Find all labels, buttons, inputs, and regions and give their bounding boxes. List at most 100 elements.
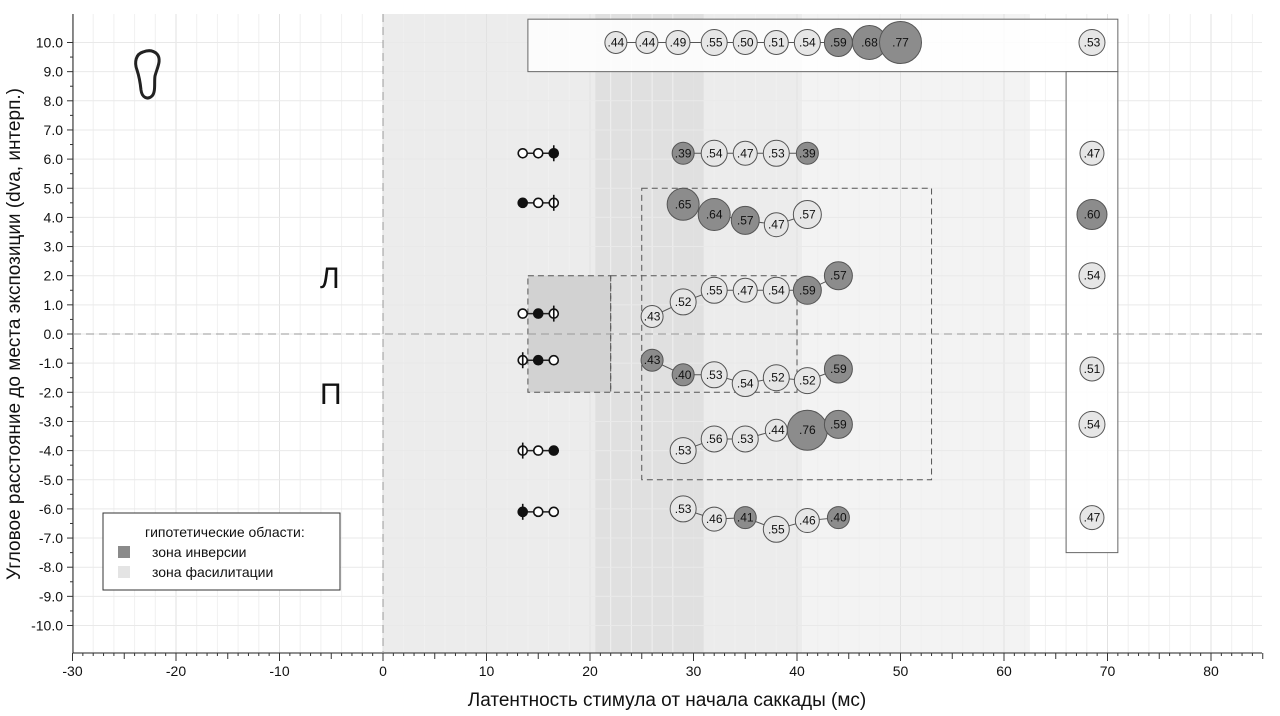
bubble-inversion (823, 409, 853, 439)
bubble (1078, 29, 1106, 56)
x-tick-label: 70 (1100, 663, 1116, 679)
bubble (793, 367, 821, 395)
series-row: .43 .40 .53 .54 .52 .52 .59 .51 (640, 348, 1105, 398)
left-letter: Л (320, 262, 340, 295)
bubble-value: .76 (799, 423, 816, 437)
bubble-value: .52 (768, 371, 785, 385)
x-tick-label: 80 (1203, 663, 1219, 679)
bubble-value: .40 (830, 511, 847, 525)
bubble (669, 437, 697, 465)
bubble (732, 140, 758, 166)
y-tick-label: -8.0 (39, 559, 63, 575)
marker-row (517, 194, 560, 211)
bubble-value: .57 (830, 269, 847, 283)
bubble-value: .39 (799, 146, 816, 160)
bubble-value: .47 (1084, 511, 1101, 525)
bubble-value: .54 (799, 36, 816, 50)
x-tick-label: 20 (582, 663, 598, 679)
bubble (762, 139, 790, 167)
x-tick-label: -30 (62, 663, 82, 679)
legend-swatch-facilitation (118, 566, 130, 578)
bubble (792, 199, 822, 229)
y-tick-label: -4.0 (39, 443, 63, 459)
marker-row (517, 145, 560, 162)
filled-marker (532, 308, 544, 319)
bubble-inversion (671, 141, 695, 165)
x-tick-label: 30 (686, 663, 702, 679)
legend: гипотетические области: зона инверсии зо… (102, 512, 341, 591)
y-tick-label: -1.0 (39, 355, 63, 371)
legend-item-inversion: зона инверсии (152, 544, 247, 560)
bubble (763, 30, 789, 55)
bubble (700, 361, 728, 389)
bubble-value: .41 (737, 511, 754, 525)
bubble-value: .77 (892, 36, 909, 50)
open-marker (532, 197, 544, 209)
open-marker (548, 354, 560, 366)
bubble-value: .54 (1084, 417, 1101, 431)
bubble-inversion (697, 197, 731, 231)
bubble-value: .59 (830, 36, 847, 50)
bubble (1078, 410, 1106, 438)
bubble (635, 31, 659, 54)
marker-row (517, 352, 560, 369)
y-axis-title: Угловое расстояние до места экспозиции (… (4, 88, 25, 580)
open-marker (532, 445, 544, 456)
bubble-value: .65 (675, 197, 692, 211)
marker-row (517, 442, 560, 459)
bubble (793, 29, 821, 56)
bubble-value: .46 (799, 514, 816, 528)
x-tick-label: -10 (269, 663, 289, 679)
bubble (700, 425, 728, 453)
x-tick-label: 50 (893, 663, 909, 679)
y-tick-label: 5.0 (44, 180, 64, 196)
x-axis-title: Латентность стимула от начала саккады (м… (468, 690, 867, 711)
bubble (794, 508, 820, 534)
y-tick-label: 8.0 (44, 93, 64, 109)
y-tick-label: 9.0 (44, 64, 64, 80)
bubble-value: .54 (1084, 269, 1101, 283)
bubble-inversion (826, 506, 850, 530)
bubble-value: .59 (799, 283, 816, 297)
marker-rows (517, 145, 560, 520)
bubble-series: .44 .44 .49 .55 .50 .51 .54 .59 .68 .77 .53 .39 .54.… (604, 21, 1108, 543)
bubble (731, 370, 759, 398)
x-tick-label: 40 (789, 663, 805, 679)
bubble-value: .55 (768, 522, 785, 536)
series-row: .44 .44 .49 .55 .50 .51 .54 .59 .68 .77 .53 (604, 21, 1106, 64)
bubble-inversion (666, 187, 700, 221)
bubble-value: .43 (644, 310, 661, 324)
x-tick-label: 0 (379, 663, 387, 679)
y-tick-label: 3.0 (44, 239, 64, 255)
y-tick-label: -2.0 (39, 384, 63, 400)
bubble-value: .46 (706, 512, 723, 526)
y-tick-label: -7.0 (39, 530, 63, 546)
series-row: .43 .52 .55 .47 .54 .59 .57 .54 (640, 261, 1106, 329)
bubble-value: .54 (706, 146, 723, 160)
side-letters: Л П (320, 262, 342, 411)
bubble (665, 30, 691, 55)
bubble-value: .68 (861, 36, 878, 50)
series-row: .39 .54 .47 .53 .39 .47 (671, 139, 1105, 167)
bubble-value: .52 (799, 374, 816, 388)
bubble-value: .59 (830, 417, 847, 431)
bubble (700, 29, 728, 56)
series-row: .53 .56 .53 .44 .76 .59 .54 (669, 409, 1106, 465)
bubble-value: .55 (706, 283, 723, 297)
bubble-value: .53 (675, 502, 692, 516)
y-tick-label: -6.0 (39, 501, 63, 517)
bubble-value: .64 (706, 207, 723, 221)
bubble-inversion (823, 261, 853, 291)
bubble-value: .43 (644, 353, 661, 367)
bubble-value: .44 (639, 36, 656, 50)
bubble (732, 277, 758, 303)
bubble-value: .53 (675, 444, 692, 458)
bubble-value: .53 (1084, 36, 1101, 50)
bubble-value: .47 (737, 283, 754, 297)
bubble-value: .51 (1084, 362, 1101, 376)
bubble (762, 276, 790, 304)
y-tick-label: 6.0 (44, 151, 64, 167)
bubble (731, 425, 759, 453)
bubble-value: .53 (706, 368, 723, 382)
